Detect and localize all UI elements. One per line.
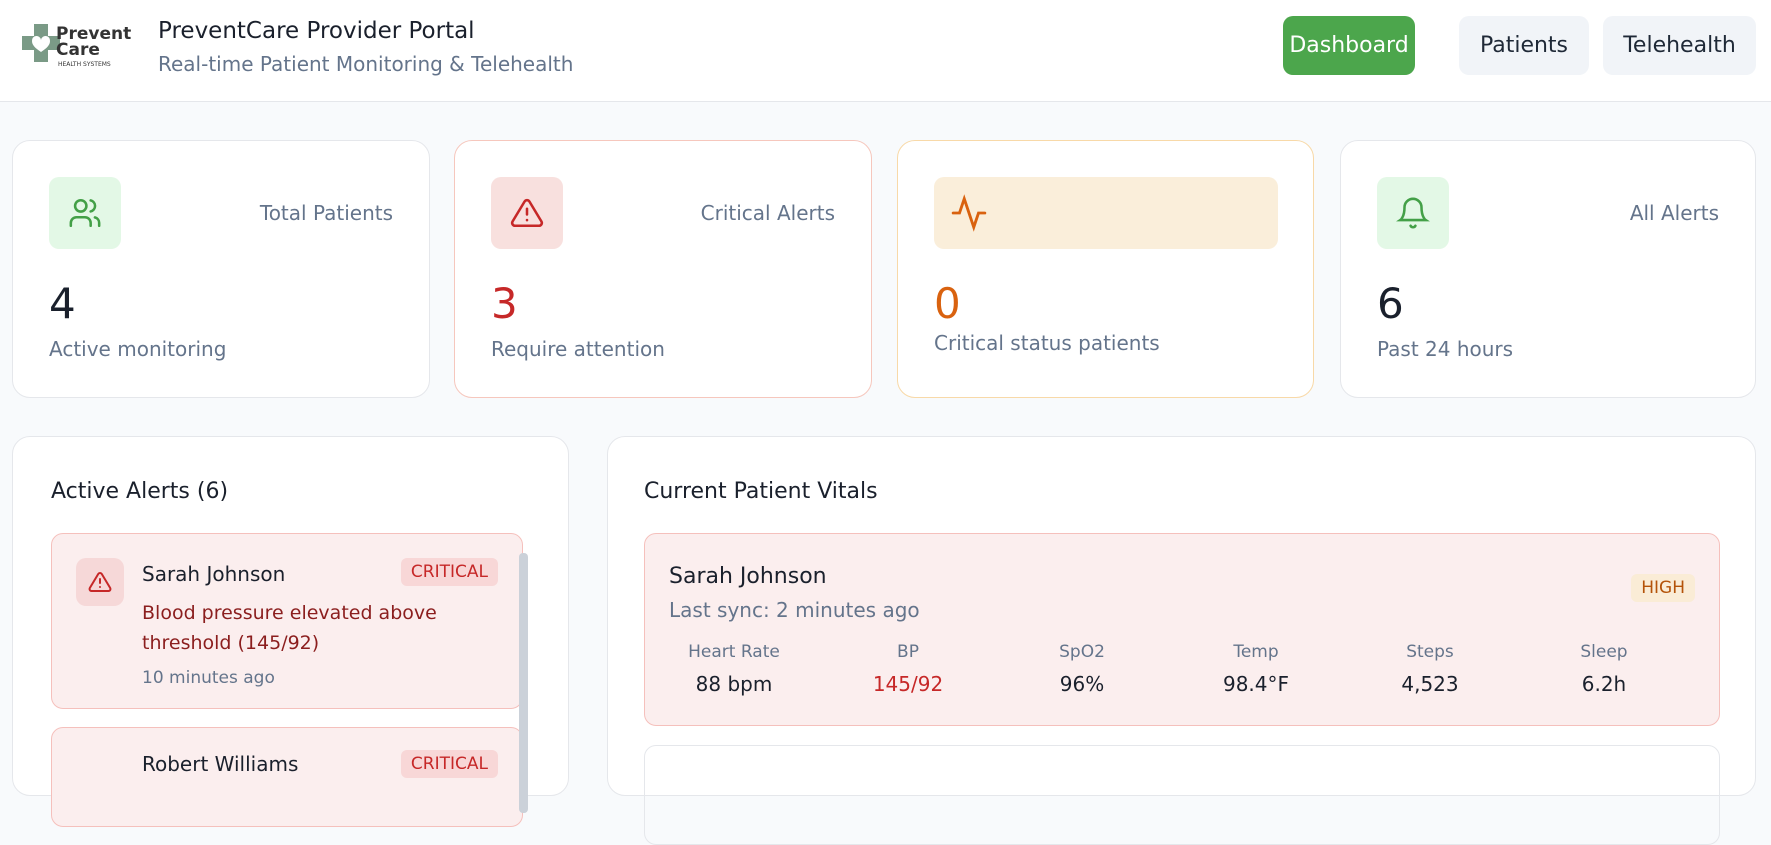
icon bbox=[951, 194, 987, 232]
alert-time: 10 minutes ago bbox=[142, 668, 275, 688]
metric: Sleep 6.2h bbox=[1517, 642, 1691, 696]
alert-message: Blood pressure elevated above threshold … bbox=[142, 602, 437, 654]
stat-caption: Active monitoring bbox=[49, 337, 227, 361]
icon bbox=[1396, 197, 1430, 229]
alerts-panel: Active Alerts (6) Sarah Johnson CRITICAL… bbox=[12, 436, 569, 827]
graphic bbox=[951, 194, 987, 232]
stat-caption: Critical status patients bbox=[934, 331, 1160, 355]
metric: Steps 4,523 bbox=[1343, 642, 1517, 696]
metric: SpO2 96% bbox=[995, 642, 1169, 696]
graphic bbox=[73, 198, 88, 213]
logo-line: Care bbox=[56, 40, 100, 60]
header: Prevent Care HEALTH SYSTEMS PreventCare P… bbox=[0, 0, 1771, 102]
vitals-card: Sarah Johnson Last sync: 2 minutes ago H… bbox=[644, 533, 1720, 726]
nav-button[interactable]: Telehealth bbox=[1603, 16, 1756, 75]
metric-label: Heart Rate bbox=[688, 642, 780, 662]
metric-value: 98.4°F bbox=[1222, 672, 1290, 696]
graphic bbox=[88, 571, 112, 592]
stat-value: 4 bbox=[49, 279, 76, 328]
metric-label: Sleep bbox=[1580, 642, 1628, 662]
metric-label: Steps bbox=[1406, 642, 1454, 662]
metric-label: Temp bbox=[1233, 642, 1279, 662]
metric-value: 145/92 bbox=[872, 672, 944, 696]
stat-value: 0 bbox=[934, 279, 961, 328]
stat-label: All Alerts bbox=[1629, 201, 1719, 225]
stat-caption: Require attention bbox=[491, 337, 665, 361]
stat-label: Total Patients bbox=[259, 201, 393, 225]
graphic bbox=[69, 199, 101, 228]
vitals-panel: Current Patient Vitals Sarah Johnson Las… bbox=[607, 436, 1756, 845]
stat-icon bbox=[49, 177, 121, 249]
scrollbar bbox=[519, 553, 528, 813]
stat-icon bbox=[934, 177, 1278, 249]
metric: Temp 98.4°F bbox=[1169, 642, 1343, 696]
metric-label: SpO2 bbox=[1059, 642, 1105, 662]
panel-title: Current Patient Vitals bbox=[644, 479, 878, 504]
nav-button[interactable]: Dashboard bbox=[1283, 16, 1415, 75]
icon bbox=[69, 198, 101, 228]
stat-label: Critical Alerts bbox=[700, 201, 835, 225]
graphic bbox=[510, 198, 544, 228]
stat-value: 6 bbox=[1377, 279, 1404, 328]
stat-icon bbox=[1377, 177, 1449, 249]
stat-card: Critical Alerts 3 Require attention bbox=[454, 140, 872, 398]
app-subtitle: Real-time Patient Monitoring & Telehealt… bbox=[158, 52, 574, 76]
status-badge: HIGH bbox=[1631, 574, 1695, 602]
metric-value: 96% bbox=[1059, 672, 1105, 696]
sync-time: Last sync: 2 minutes ago bbox=[669, 598, 920, 622]
alert-patient: Sarah Johnson bbox=[142, 562, 286, 586]
metric: BP 145/92 bbox=[821, 642, 995, 696]
icon bbox=[88, 571, 112, 592]
alert-icon bbox=[76, 558, 124, 606]
stat-card: 0 Critical status patients bbox=[897, 140, 1314, 398]
metric-value: 4,523 bbox=[1401, 672, 1459, 696]
panel-title: Active Alerts (6) bbox=[51, 479, 229, 504]
graphic bbox=[1396, 197, 1430, 229]
metric-value: 6.2h bbox=[1581, 672, 1627, 696]
logo-tagline: HEALTH SYSTEMS bbox=[58, 61, 111, 68]
icon bbox=[510, 198, 544, 228]
vitals-card bbox=[644, 745, 1720, 845]
alert-badge: CRITICAL bbox=[400, 558, 498, 586]
stat-card: All Alerts 6 Past 24 hours bbox=[1340, 140, 1756, 398]
patient-name: Sarah Johnson bbox=[669, 564, 827, 589]
stat-value: 3 bbox=[491, 279, 518, 328]
alert-patient: Robert Williams bbox=[142, 752, 299, 776]
metric-label: BP bbox=[897, 642, 919, 662]
stat-icon bbox=[491, 177, 563, 249]
logo-line: Prevent bbox=[56, 24, 132, 44]
stat-card: Total Patients 4 Active monitoring bbox=[12, 140, 430, 398]
metric: Heart Rate 88 bpm bbox=[647, 642, 821, 696]
nav-button[interactable]: Patients bbox=[1459, 16, 1589, 75]
app-title: PreventCare Provider Portal bbox=[158, 18, 475, 44]
metric-value: 88 bpm bbox=[695, 672, 773, 696]
stat-caption: Past 24 hours bbox=[1377, 337, 1514, 361]
alert-badge: CRITICAL bbox=[400, 750, 498, 778]
alert-card: Robert Williams CRITICAL bbox=[51, 727, 523, 827]
logo-icon bbox=[22, 24, 60, 62]
graphic bbox=[31, 35, 51, 52]
logo-text: Prevent Care bbox=[56, 24, 132, 60]
alert-card: Sarah Johnson CRITICAL Blood pressure el… bbox=[51, 533, 523, 709]
